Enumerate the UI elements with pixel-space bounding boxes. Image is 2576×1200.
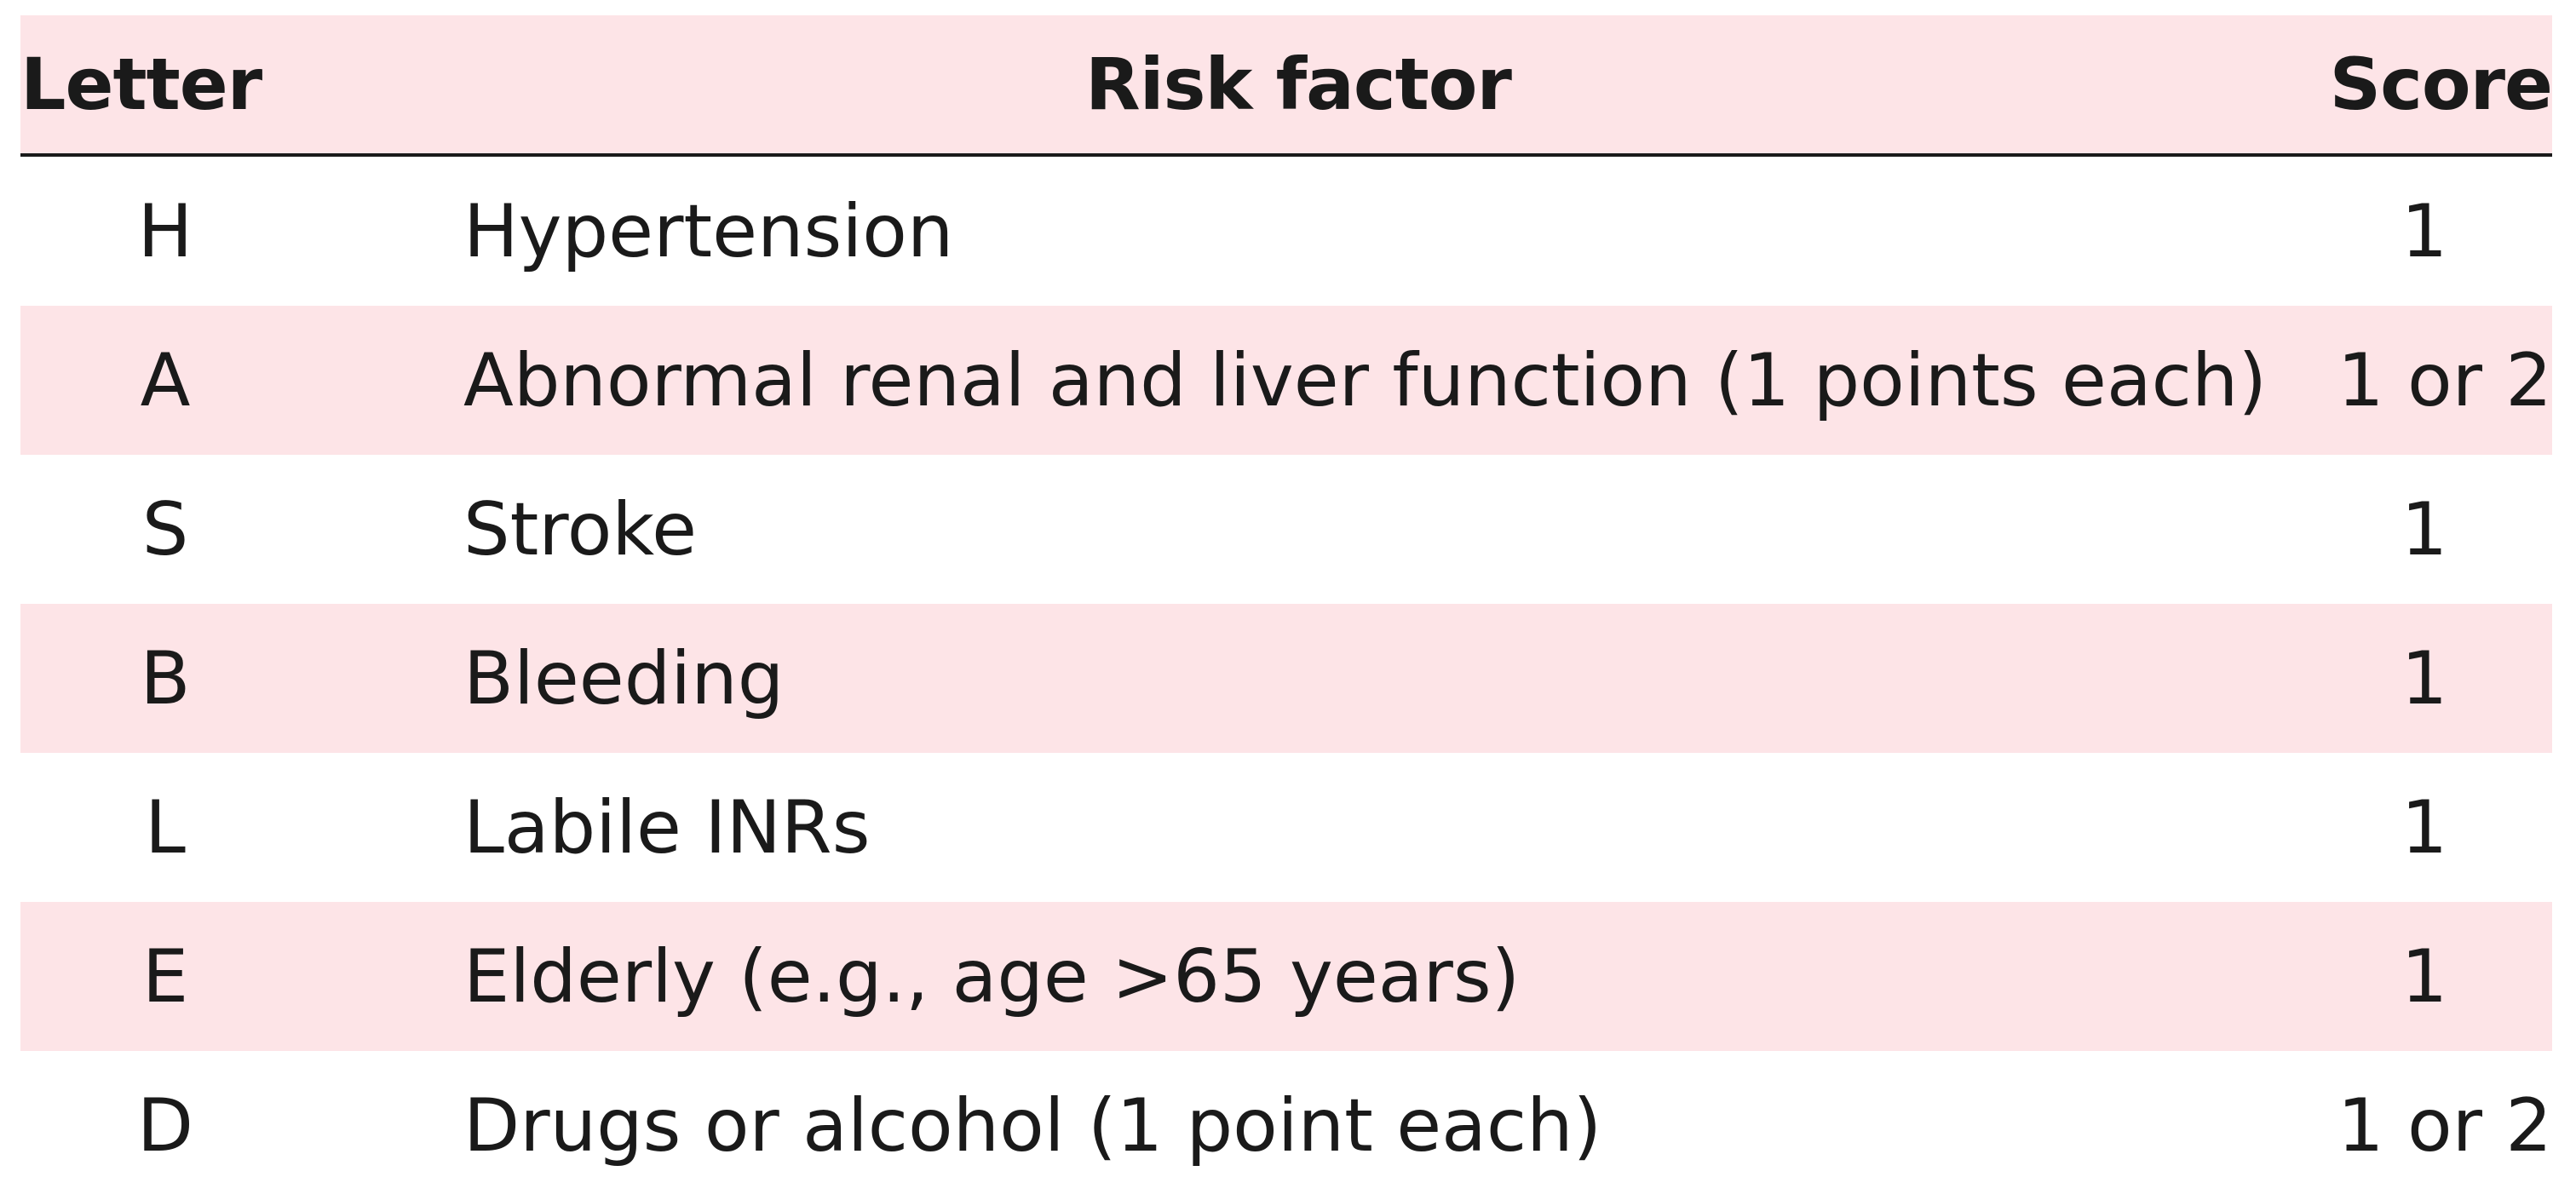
header-letter: Letter (20, 43, 262, 126)
row-letter: B (140, 635, 191, 721)
row-score: 1 or 2 (2337, 1082, 2552, 1168)
row-risk-factor: Stroke (463, 486, 698, 572)
row-letter: A (140, 337, 191, 423)
table-header-row: Letter Risk factor Score (20, 15, 2553, 153)
table-row: L Labile INRs 1 (20, 753, 2552, 902)
row-score: 1 (2401, 933, 2448, 1019)
has-bled-table: Letter Risk factor Score H Hypertension … (20, 15, 2553, 1200)
table-row: H Hypertension 1 (20, 157, 2552, 306)
header-risk-factor: Risk factor (1085, 43, 1512, 126)
row-risk-factor: Labile INRs (463, 784, 871, 870)
row-letter: L (145, 784, 186, 870)
row-letter: D (136, 1082, 194, 1168)
header-rule (20, 153, 2552, 157)
row-score: 1 (2401, 486, 2448, 572)
row-risk-factor: Bleeding (463, 635, 785, 721)
row-letter: H (137, 188, 193, 274)
row-risk-factor: Elderly (e.g., age >65 years) (463, 933, 1521, 1019)
header-score: Score (2329, 43, 2553, 126)
row-score: 1 (2401, 188, 2448, 274)
table-row: S Stroke 1 (20, 455, 2552, 604)
table-row: A Abnormal renal and liver function (1 p… (20, 306, 2552, 455)
table-row: E Elderly (e.g., age >65 years) 1 (20, 902, 2552, 1051)
row-letter: S (141, 486, 189, 572)
row-risk-factor: Drugs or alcohol (1 point each) (463, 1082, 1602, 1168)
row-score: 1 (2401, 635, 2448, 721)
row-score: 1 (2401, 784, 2448, 870)
table-row: D Drugs or alcohol (1 point each) 1 or 2 (20, 1051, 2552, 1200)
row-risk-factor: Abnormal renal and liver function (1 poi… (463, 337, 2267, 423)
row-letter: E (141, 933, 189, 1019)
row-score: 1 or 2 (2337, 337, 2552, 423)
table-row: B Bleeding 1 (20, 604, 2552, 753)
row-risk-factor: Hypertension (463, 188, 954, 274)
